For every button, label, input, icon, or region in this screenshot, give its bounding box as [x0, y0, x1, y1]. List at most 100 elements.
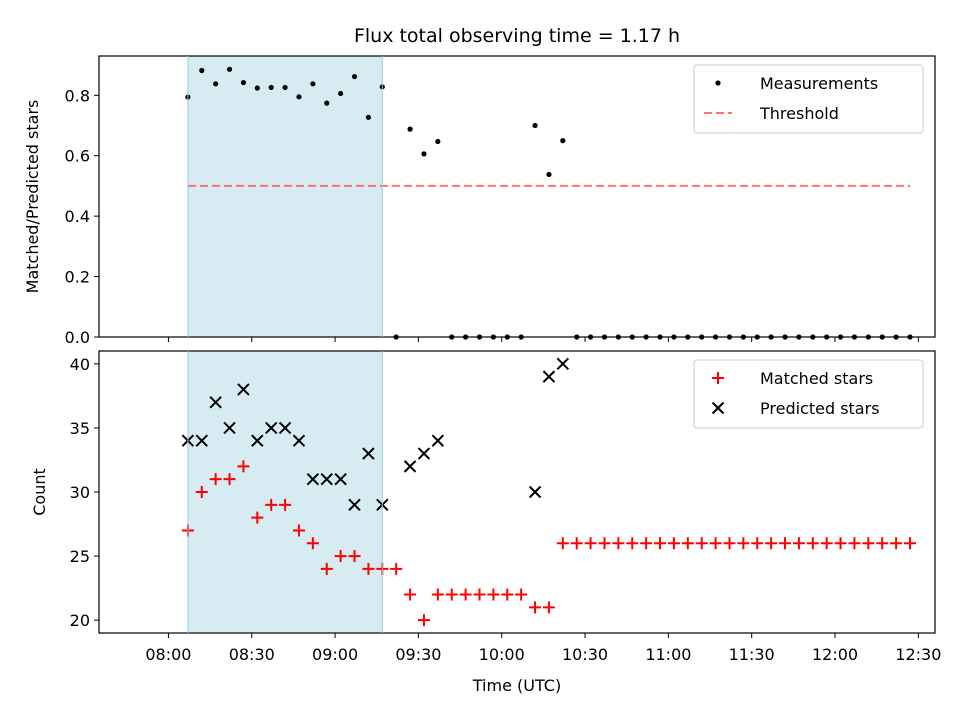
- matched-star-point: [362, 562, 375, 575]
- matched-star-point: [348, 550, 361, 563]
- matched-star-point: [654, 537, 667, 550]
- y-tick-label: 40: [70, 355, 90, 374]
- matched-star-point: [431, 588, 444, 601]
- measurement-point: [560, 138, 566, 144]
- y-tick-label: 0.8: [65, 86, 90, 105]
- matched-star-point: [737, 537, 750, 550]
- matched-star-point: [556, 537, 569, 550]
- legend-marker: [715, 80, 721, 86]
- predicted-star-point: [362, 447, 375, 460]
- x-axis-label: Time (UTC): [472, 676, 561, 695]
- count-series: [181, 357, 917, 627]
- legend-marker: [711, 401, 725, 415]
- matched-star-point: [404, 588, 417, 601]
- measurement-point: [407, 126, 413, 132]
- x-tick-label: 12:30: [895, 645, 941, 664]
- matched-star-point: [806, 537, 819, 550]
- y-tick-label: 0.6: [65, 147, 90, 166]
- matched-star-point: [765, 537, 778, 550]
- y-tick-label: 35: [70, 419, 90, 438]
- measurement-point: [240, 79, 247, 86]
- predicted-star-point: [292, 434, 306, 447]
- ratio-plot-frame: [98, 55, 936, 338]
- matched-star-point: [695, 537, 708, 550]
- predicted-star-point: [528, 485, 542, 499]
- predicted-star-point: [417, 447, 431, 460]
- predicted-star-point: [542, 370, 556, 383]
- matched-star-point: [640, 537, 653, 550]
- x-tick-label: 10:00: [479, 645, 525, 664]
- predicted-star-point: [556, 357, 570, 371]
- x-tick-label: 09:00: [312, 645, 358, 664]
- matched-star-point: [820, 537, 833, 550]
- predicted-star-point: [264, 421, 278, 435]
- legend-box: [693, 64, 924, 134]
- y-tick-label: 0.4: [65, 207, 90, 226]
- predicted-star-point: [334, 472, 347, 486]
- matched-star-point: [723, 537, 736, 550]
- measurement-point: [213, 81, 219, 87]
- matched-star-point: [779, 537, 792, 550]
- observing-window-span: [187, 56, 383, 337]
- x-tick-label: 09:30: [395, 645, 441, 664]
- matched-star-point: [542, 601, 555, 614]
- matched-star-point: [904, 537, 917, 550]
- x-tick-label: 11:30: [729, 645, 775, 664]
- measurement-point: [226, 66, 233, 72]
- predicted-star-point: [237, 383, 250, 396]
- measurement-point: [532, 122, 538, 129]
- predicted-star-point: [251, 434, 264, 447]
- ratio-panel: 0.00.20.40.60.8 Matched/Predicted stars …: [23, 55, 936, 347]
- matched-star-point: [292, 524, 305, 537]
- legend-label: Matched stars: [760, 369, 873, 388]
- measurement-point: [254, 85, 260, 91]
- measurement-point: [268, 84, 274, 91]
- chart-title: Flux total observing time = 1.17 h: [354, 25, 680, 47]
- y-tick-label: 20: [70, 611, 90, 630]
- matched-star-point: [251, 511, 264, 524]
- x-tick-label: 11:00: [645, 645, 691, 664]
- legend-marker: [712, 372, 724, 384]
- measurement-point: [351, 73, 358, 80]
- predicted-star-point: [306, 472, 320, 486]
- matched-star-point: [487, 588, 500, 601]
- matched-star-point: [306, 537, 319, 550]
- ratio-x-ticks: [167, 337, 919, 342]
- matched-star-point: [417, 614, 430, 627]
- predicted-star-point: [278, 421, 292, 435]
- measurement-point: [338, 90, 344, 97]
- matched-star-point: [390, 562, 403, 575]
- count-y-axis-label: Count: [30, 468, 49, 516]
- matched-star-point: [279, 498, 292, 511]
- measurement-point: [310, 81, 316, 87]
- matched-star-point: [834, 537, 847, 550]
- matched-star-point: [862, 537, 875, 550]
- predicted-star-point: [348, 498, 361, 512]
- matched-star-point: [501, 588, 514, 601]
- count-y-axis: 20 25 30 35 40: [70, 355, 99, 630]
- y-tick-label: 0.0: [65, 328, 90, 347]
- predicted-star-point: [403, 460, 417, 473]
- x-tick-label: 12:00: [812, 645, 858, 664]
- time-x-axis: 08:00 08:30 09:00 09:30 10:00 10:30 11:00 11:30…: [145, 633, 941, 664]
- x-tick-label: 08:30: [229, 645, 275, 664]
- matched-star-point: [209, 473, 222, 486]
- predicted-star-point: [223, 421, 236, 435]
- matched-star-point: [320, 562, 333, 575]
- matched-star-point: [848, 537, 861, 550]
- legend-label: Threshold: [759, 104, 839, 123]
- matched-star-point: [445, 588, 458, 601]
- measurement-point: [199, 67, 205, 74]
- ratio-y-axis-label: Matched/Predicted stars: [23, 100, 42, 294]
- matched-star-point: [751, 537, 764, 550]
- matched-star-point: [223, 473, 236, 486]
- matched-star-point: [890, 537, 903, 550]
- matched-star-point: [334, 550, 347, 563]
- count-legend: Matched stars Predicted stars: [693, 359, 924, 429]
- measurement-point: [546, 171, 552, 178]
- matched-star-point: [473, 588, 486, 601]
- count-plot-frame: [98, 350, 936, 634]
- measurement-point: [324, 100, 330, 106]
- measurement-point: [435, 138, 441, 145]
